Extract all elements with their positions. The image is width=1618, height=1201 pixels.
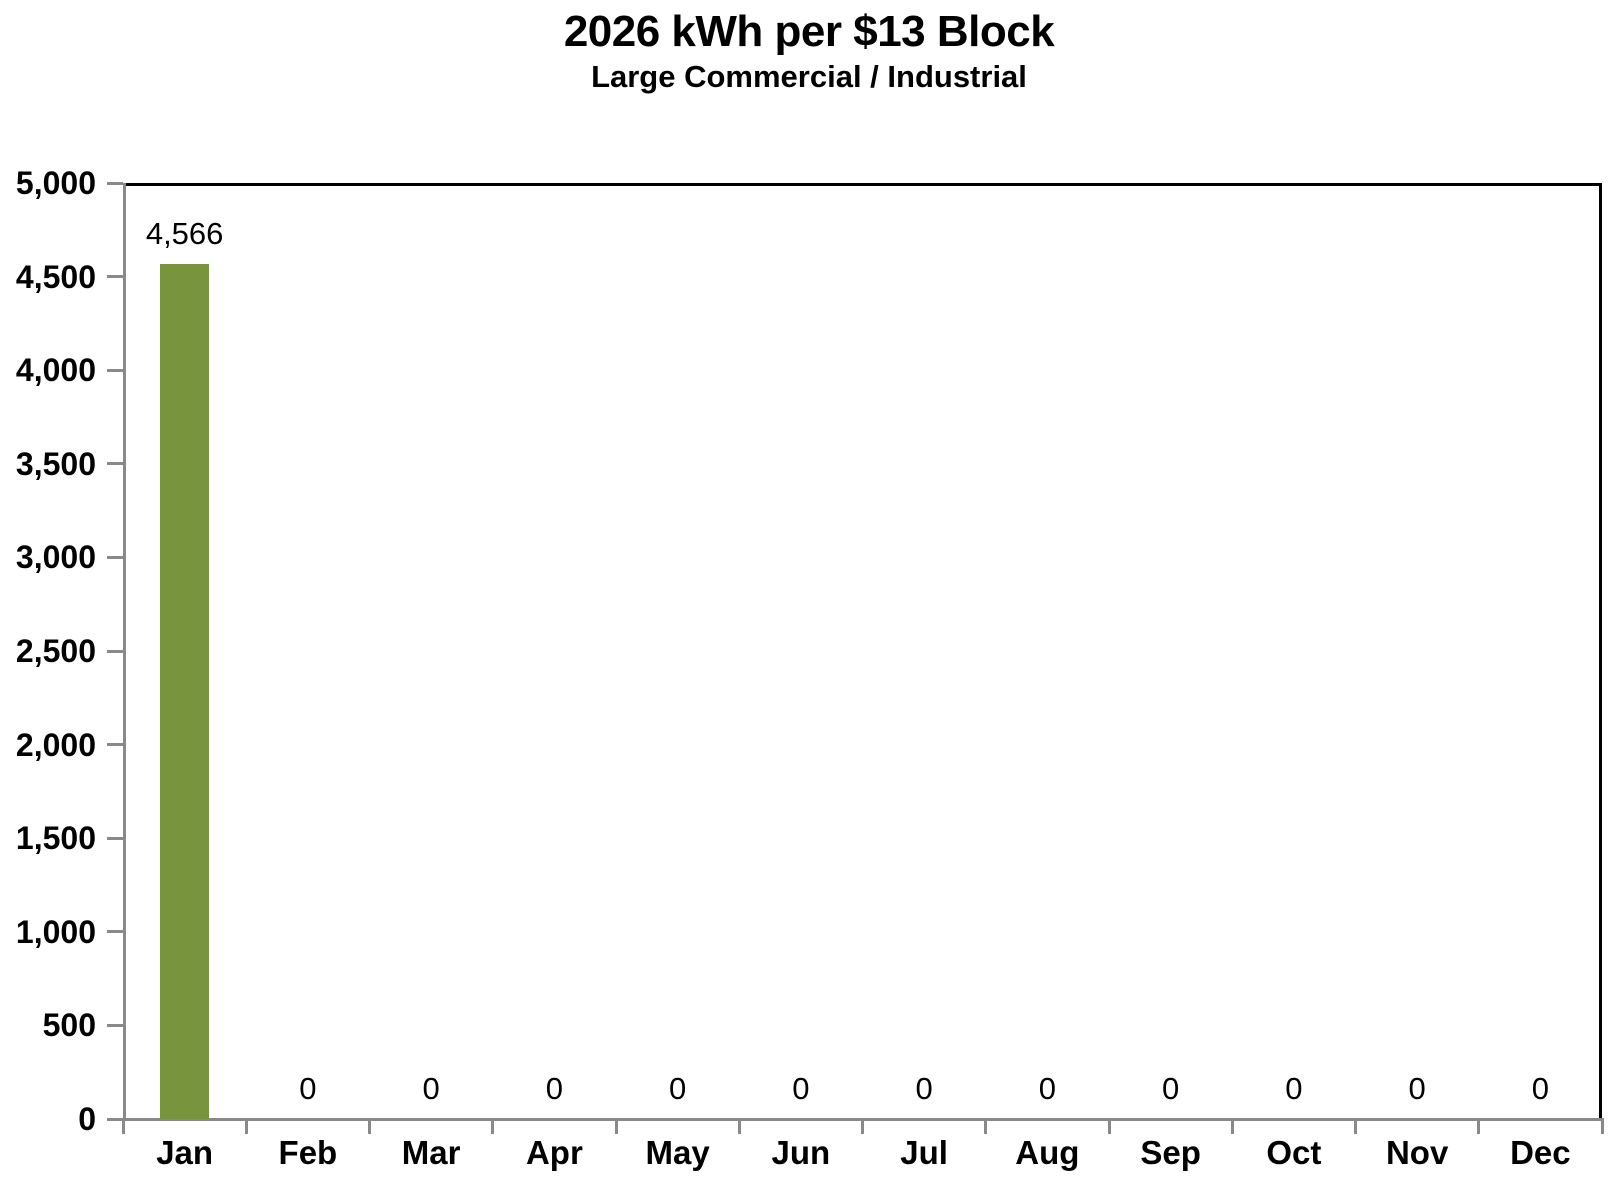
data-label-may: 0 [669,1071,687,1106]
data-label-aug: 0 [1038,1071,1056,1106]
data-label-nov: 0 [1408,1071,1426,1106]
x-axis-label-jan: Jan [156,1134,214,1171]
x-axis-label-sep: Sep [1140,1134,1201,1171]
chart-subtitle: Large Commercial / Industrial [591,59,1027,94]
x-axis-tick [861,1118,864,1134]
y-axis-label: 3,000 [15,539,96,576]
y-axis-tick [107,649,123,653]
data-label-dec: 0 [1531,1071,1549,1106]
x-axis-tick [614,1118,618,1134]
data-label-jul: 0 [915,1071,933,1106]
x-axis-tick [1107,1118,1111,1134]
data-label-oct: 0 [1285,1071,1303,1106]
x-axis-tick [244,1118,248,1134]
x-axis-tick [1354,1118,1357,1134]
x-axis-label-nov: Nov [1385,1134,1449,1171]
y-axis-tick [107,1023,123,1027]
y-axis-label: 2,500 [15,633,96,669]
x-axis-tick [1230,1118,1234,1134]
x-axis-label-dec: Dec [1510,1134,1571,1171]
x-axis-tick [984,1118,988,1134]
y-axis-label: 4,000 [15,352,96,389]
x-axis-label-aug: Aug [1015,1134,1080,1171]
y-axis-tick [107,930,123,934]
y-axis-label: 3,500 [15,445,96,482]
y-axis-label: 500 [42,1007,96,1044]
y-axis-tick [107,1117,123,1121]
x-axis-label-jul: Jul [900,1134,948,1171]
data-label-feb: 0 [299,1071,317,1106]
x-axis-tick [491,1118,495,1134]
data-label-jan: 4,566 [145,216,224,252]
bar-jan [160,264,210,1119]
x-axis-tick [121,1118,125,1134]
data-label-sep: 0 [1162,1071,1180,1106]
y-axis-tick [107,836,123,840]
x-axis-label-jun: Jun [771,1134,831,1171]
data-label-apr: 0 [545,1071,563,1106]
y-axis-line [123,183,126,1121]
y-axis-label: 0 [78,1101,96,1137]
x-axis-label-oct: Oct [1266,1134,1322,1171]
y-axis-label: 5,000 [15,165,96,201]
y-axis-tick [107,368,123,372]
y-axis-tick [107,462,123,466]
x-axis-tick [368,1118,371,1134]
x-axis-label-feb: Feb [278,1134,338,1171]
x-axis-label-may: May [645,1134,710,1171]
x-axis-label-apr: Apr [525,1134,583,1171]
data-label-jun: 0 [792,1071,810,1106]
y-axis-tick [107,275,123,279]
x-axis-tick [1600,1118,1604,1134]
plot-area [123,183,1602,1121]
x-axis-tick [1477,1118,1481,1134]
x-axis-label-mar: Mar [401,1134,461,1171]
chart-title: 2026 kWh per $13 Block [563,7,1055,56]
y-axis-tick [107,555,123,559]
y-axis-tick [107,743,123,747]
y-axis-label: 1,000 [15,913,96,950]
y-axis-label: 1,500 [15,820,96,857]
x-axis-tick [737,1118,741,1134]
y-axis-label: 4,500 [15,258,96,295]
data-label-mar: 0 [422,1071,440,1106]
y-axis-tick [107,181,123,185]
y-axis-label: 2,000 [15,726,96,763]
